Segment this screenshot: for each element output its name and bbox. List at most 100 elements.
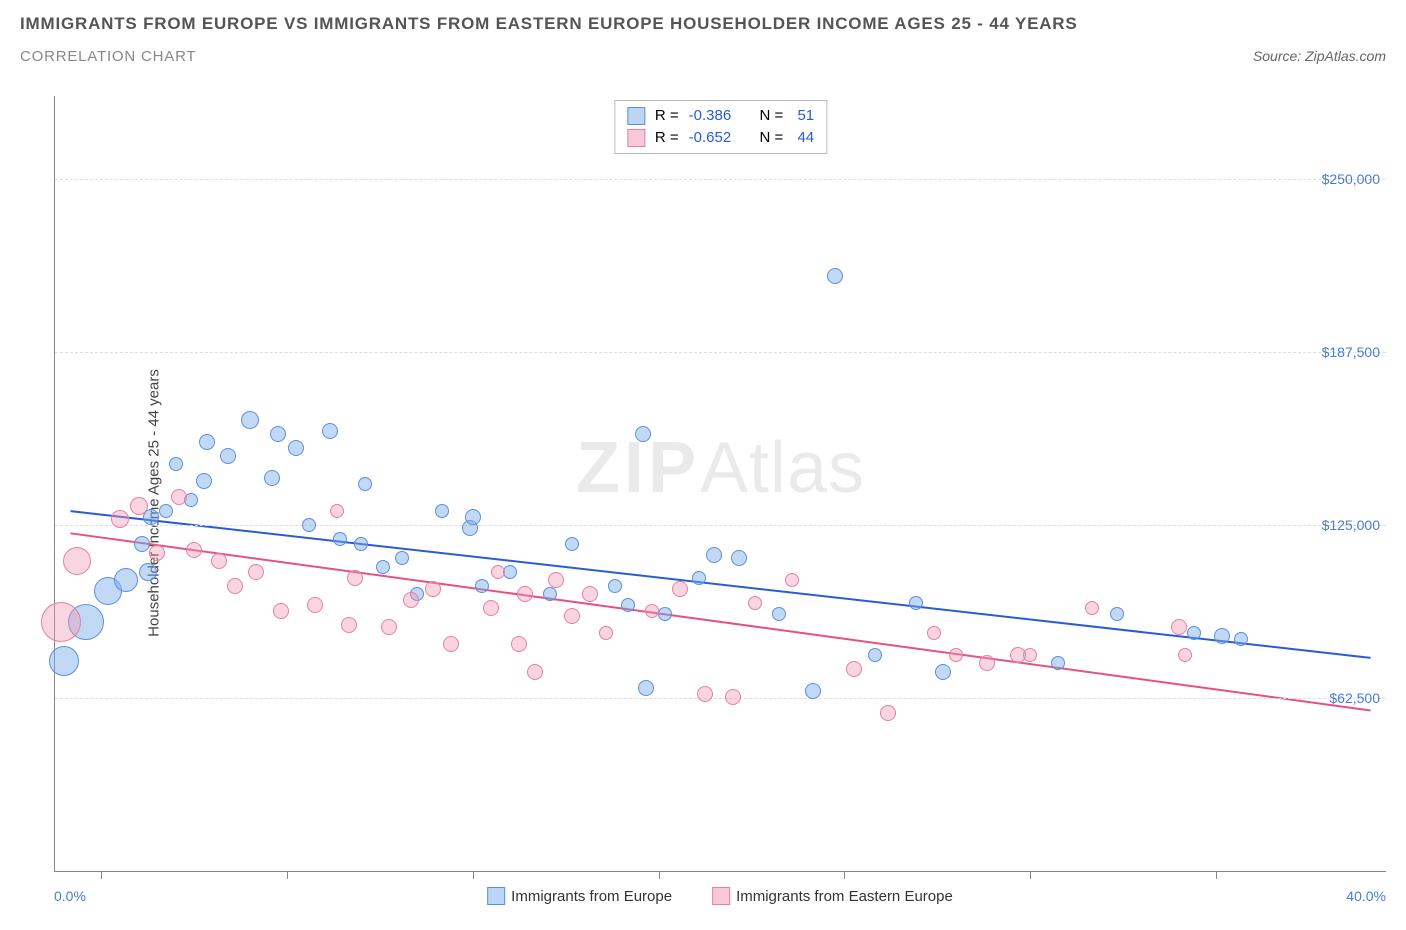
data-point xyxy=(211,553,227,569)
data-point xyxy=(846,661,862,677)
n-value: 51 xyxy=(793,105,814,127)
legend-item: Immigrants from Europe xyxy=(487,887,672,905)
data-point xyxy=(403,592,419,608)
legend-label: Immigrants from Eastern Europe xyxy=(736,888,953,905)
data-point xyxy=(49,646,79,676)
data-point xyxy=(149,545,165,561)
data-point xyxy=(599,626,613,640)
data-point xyxy=(425,581,441,597)
x-axis-row: 0.0% Immigrants from EuropeImmigrants fr… xyxy=(54,882,1386,910)
chart-title: IMMIGRANTS FROM EUROPE VS IMMIGRANTS FRO… xyxy=(20,14,1386,34)
data-point xyxy=(134,536,150,552)
gridline xyxy=(55,698,1386,699)
data-point xyxy=(273,603,289,619)
x-tick xyxy=(101,871,102,879)
data-point xyxy=(706,547,722,563)
trend-lines xyxy=(55,96,1386,871)
data-point xyxy=(543,587,557,601)
data-point xyxy=(638,680,654,696)
data-point xyxy=(582,586,598,602)
x-tick xyxy=(287,871,288,879)
data-point xyxy=(805,683,821,699)
data-point xyxy=(503,565,517,579)
data-point xyxy=(330,504,344,518)
data-point xyxy=(1214,628,1230,644)
chart-container: Householder Income Ages 25 - 44 years ZI… xyxy=(20,96,1386,910)
data-point xyxy=(220,448,236,464)
r-value: -0.652 xyxy=(689,127,732,149)
data-point xyxy=(264,470,280,486)
data-point xyxy=(376,560,390,574)
data-point xyxy=(322,423,338,439)
data-point xyxy=(159,504,173,518)
data-point xyxy=(1085,601,1099,615)
data-point xyxy=(186,542,202,558)
data-point xyxy=(248,564,264,580)
data-point xyxy=(748,596,762,610)
data-point xyxy=(608,579,622,593)
stats-line: R =-0.386 N = 51 xyxy=(627,105,814,127)
y-tick-label: $125,000 xyxy=(1322,517,1380,533)
data-point xyxy=(114,568,138,592)
x-tick xyxy=(1030,871,1031,879)
n-label: N = xyxy=(760,127,784,149)
data-point xyxy=(41,602,81,642)
r-label: R = xyxy=(655,127,679,149)
legend-swatch xyxy=(712,887,730,905)
data-point xyxy=(139,563,157,581)
trend-line xyxy=(70,511,1370,658)
data-point xyxy=(171,489,187,505)
y-tick-label: $62,500 xyxy=(1329,690,1380,706)
data-point xyxy=(772,607,786,621)
data-point xyxy=(658,607,672,621)
data-point xyxy=(358,477,372,491)
data-point xyxy=(395,551,409,565)
data-point xyxy=(341,617,357,633)
data-point xyxy=(565,537,579,551)
data-point xyxy=(483,600,499,616)
data-point xyxy=(241,411,259,429)
stats-line: R = -0.652 N = 44 xyxy=(627,127,814,149)
data-point xyxy=(517,586,533,602)
data-point xyxy=(63,547,91,575)
data-point xyxy=(333,532,347,546)
header-block: IMMIGRANTS FROM EUROPE VS IMMIGRANTS FRO… xyxy=(0,0,1406,69)
data-point xyxy=(927,626,941,640)
data-point xyxy=(475,579,489,593)
data-point xyxy=(949,648,963,662)
x-tick xyxy=(659,871,660,879)
legend-label: Immigrants from Europe xyxy=(511,888,672,905)
gridline xyxy=(55,179,1386,180)
chart-subtitle: CORRELATION CHART xyxy=(20,48,196,65)
x-tick xyxy=(473,871,474,879)
data-point xyxy=(827,268,843,284)
data-point xyxy=(979,655,995,671)
source-prefix: Source: xyxy=(1253,48,1301,64)
data-point xyxy=(465,509,481,525)
data-point xyxy=(697,686,713,702)
x-tick xyxy=(844,871,845,879)
stats-swatch xyxy=(627,107,645,125)
data-point xyxy=(288,440,304,456)
data-point xyxy=(785,573,799,587)
data-point xyxy=(199,434,215,450)
r-label: R = xyxy=(655,105,679,127)
data-point xyxy=(1023,648,1037,662)
data-point xyxy=(1178,648,1192,662)
data-point xyxy=(354,537,368,551)
n-value: 44 xyxy=(793,127,814,149)
legend-swatch xyxy=(487,887,505,905)
r-value: -0.386 xyxy=(689,105,732,127)
data-point xyxy=(381,619,397,635)
data-point xyxy=(1110,607,1124,621)
data-point xyxy=(1187,626,1201,640)
gridline xyxy=(55,352,1386,353)
y-tick-label: $187,500 xyxy=(1322,344,1380,360)
gridline xyxy=(55,525,1386,526)
data-point xyxy=(880,705,896,721)
data-point xyxy=(725,689,741,705)
stats-swatch xyxy=(627,129,645,147)
source-name: ZipAtlas.com xyxy=(1305,48,1386,64)
data-point xyxy=(443,636,459,652)
data-point xyxy=(111,510,129,528)
